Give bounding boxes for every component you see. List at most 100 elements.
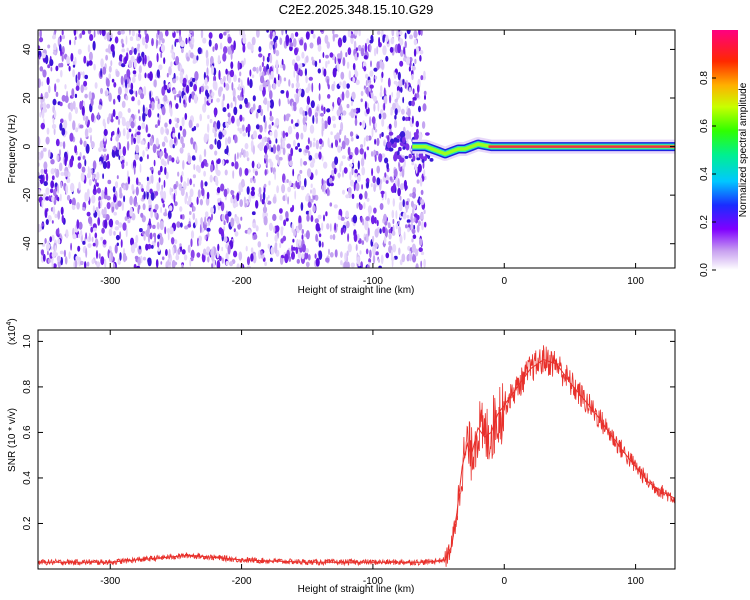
noise-speck xyxy=(137,43,141,48)
noise-speck xyxy=(179,71,184,77)
noise-speck xyxy=(286,179,289,183)
noise-speck xyxy=(156,150,160,156)
noise-speck xyxy=(174,38,180,43)
noise-speck xyxy=(107,160,111,169)
noise-speck xyxy=(52,117,55,125)
noise-speck xyxy=(115,115,119,120)
noise-speck xyxy=(418,220,421,227)
noise-speck xyxy=(343,167,348,174)
noise-speck xyxy=(293,104,297,112)
noise-speck xyxy=(355,47,358,52)
noise-speck xyxy=(202,248,207,256)
noise-speck xyxy=(179,125,183,131)
noise-speck xyxy=(328,177,333,184)
noise-speck xyxy=(230,102,233,108)
noise-speck xyxy=(231,82,234,91)
noise-speck xyxy=(254,170,258,176)
noise-speck xyxy=(248,194,252,203)
noise-speck xyxy=(54,30,57,35)
noise-speck xyxy=(72,233,77,240)
noise-speck xyxy=(372,254,376,264)
noise-speck xyxy=(327,137,330,148)
noise-speck xyxy=(259,124,263,133)
noise-speck xyxy=(342,110,347,116)
noise-speck xyxy=(391,209,395,219)
noise-speck xyxy=(168,66,172,76)
noise-speck xyxy=(50,188,54,194)
noise-speck xyxy=(399,30,403,36)
noise-speck xyxy=(117,118,121,126)
noise-speck xyxy=(223,188,228,198)
noise-speck xyxy=(72,69,75,78)
noise-speck xyxy=(355,182,360,192)
noise-speck xyxy=(221,257,224,264)
noise-speck xyxy=(373,47,377,57)
noise-speck xyxy=(74,36,77,41)
noise-speck xyxy=(237,60,240,71)
noise-speck xyxy=(200,30,204,39)
noise-speck xyxy=(91,258,95,265)
noise-speck xyxy=(174,201,178,207)
noise-speck xyxy=(129,36,134,41)
noise-speck xyxy=(285,90,289,99)
noise-speck xyxy=(108,92,112,102)
noise-speck xyxy=(157,98,160,105)
noise-speck xyxy=(65,229,69,239)
noise-speck xyxy=(252,145,255,155)
noise-speck xyxy=(227,116,232,126)
noise-speck xyxy=(211,91,215,97)
noise-speck xyxy=(115,135,119,142)
noise-speck xyxy=(318,151,322,160)
noise-speck xyxy=(360,98,363,103)
noise-speck xyxy=(252,130,258,139)
noise-speck xyxy=(45,173,49,182)
noise-speck xyxy=(59,250,64,255)
noise-speck xyxy=(50,180,55,189)
noise-speck xyxy=(79,100,83,110)
noise-speck xyxy=(217,243,220,252)
transition-speck xyxy=(412,154,416,162)
noise-speck xyxy=(291,204,295,212)
noise-speck xyxy=(270,70,274,80)
noise-speck xyxy=(91,194,96,204)
noise-speck xyxy=(167,231,170,241)
noise-speck xyxy=(80,230,83,237)
noise-speck xyxy=(332,30,335,35)
noise-speck xyxy=(191,36,195,45)
noise-speck xyxy=(272,213,277,222)
noise-speck xyxy=(145,146,149,152)
noise-speck xyxy=(314,218,319,224)
noise-speck xyxy=(57,196,60,202)
noise-speck xyxy=(118,54,123,63)
noise-speck xyxy=(159,151,162,160)
noise-speck xyxy=(150,208,154,219)
snr-series-line xyxy=(38,359,675,563)
noise-speck xyxy=(159,165,163,173)
noise-speck xyxy=(192,206,196,212)
noise-speck xyxy=(52,98,57,106)
noise-speck xyxy=(176,249,178,260)
noise-speck xyxy=(264,201,266,212)
noise-speck xyxy=(383,213,387,222)
noise-speck xyxy=(220,78,224,85)
noise-speck xyxy=(61,34,65,40)
noise-speck xyxy=(359,148,364,155)
noise-speck xyxy=(262,86,266,97)
noise-speck xyxy=(180,136,184,145)
noise-speck xyxy=(163,94,168,102)
noise-speck xyxy=(144,54,147,65)
noise-speck xyxy=(189,30,193,34)
noise-speck xyxy=(86,62,89,67)
noise-speck xyxy=(104,122,107,130)
noise-speck xyxy=(157,170,161,176)
noise-speck xyxy=(85,232,88,240)
noise-speck xyxy=(91,236,94,243)
noise-speck xyxy=(88,51,93,62)
transition-speck xyxy=(408,153,413,159)
noise-speck xyxy=(156,52,159,63)
noise-speck xyxy=(174,239,178,245)
noise-speck xyxy=(423,209,426,214)
noise-speck xyxy=(87,44,91,53)
noise-speck xyxy=(182,160,185,170)
noise-speck xyxy=(418,247,423,253)
